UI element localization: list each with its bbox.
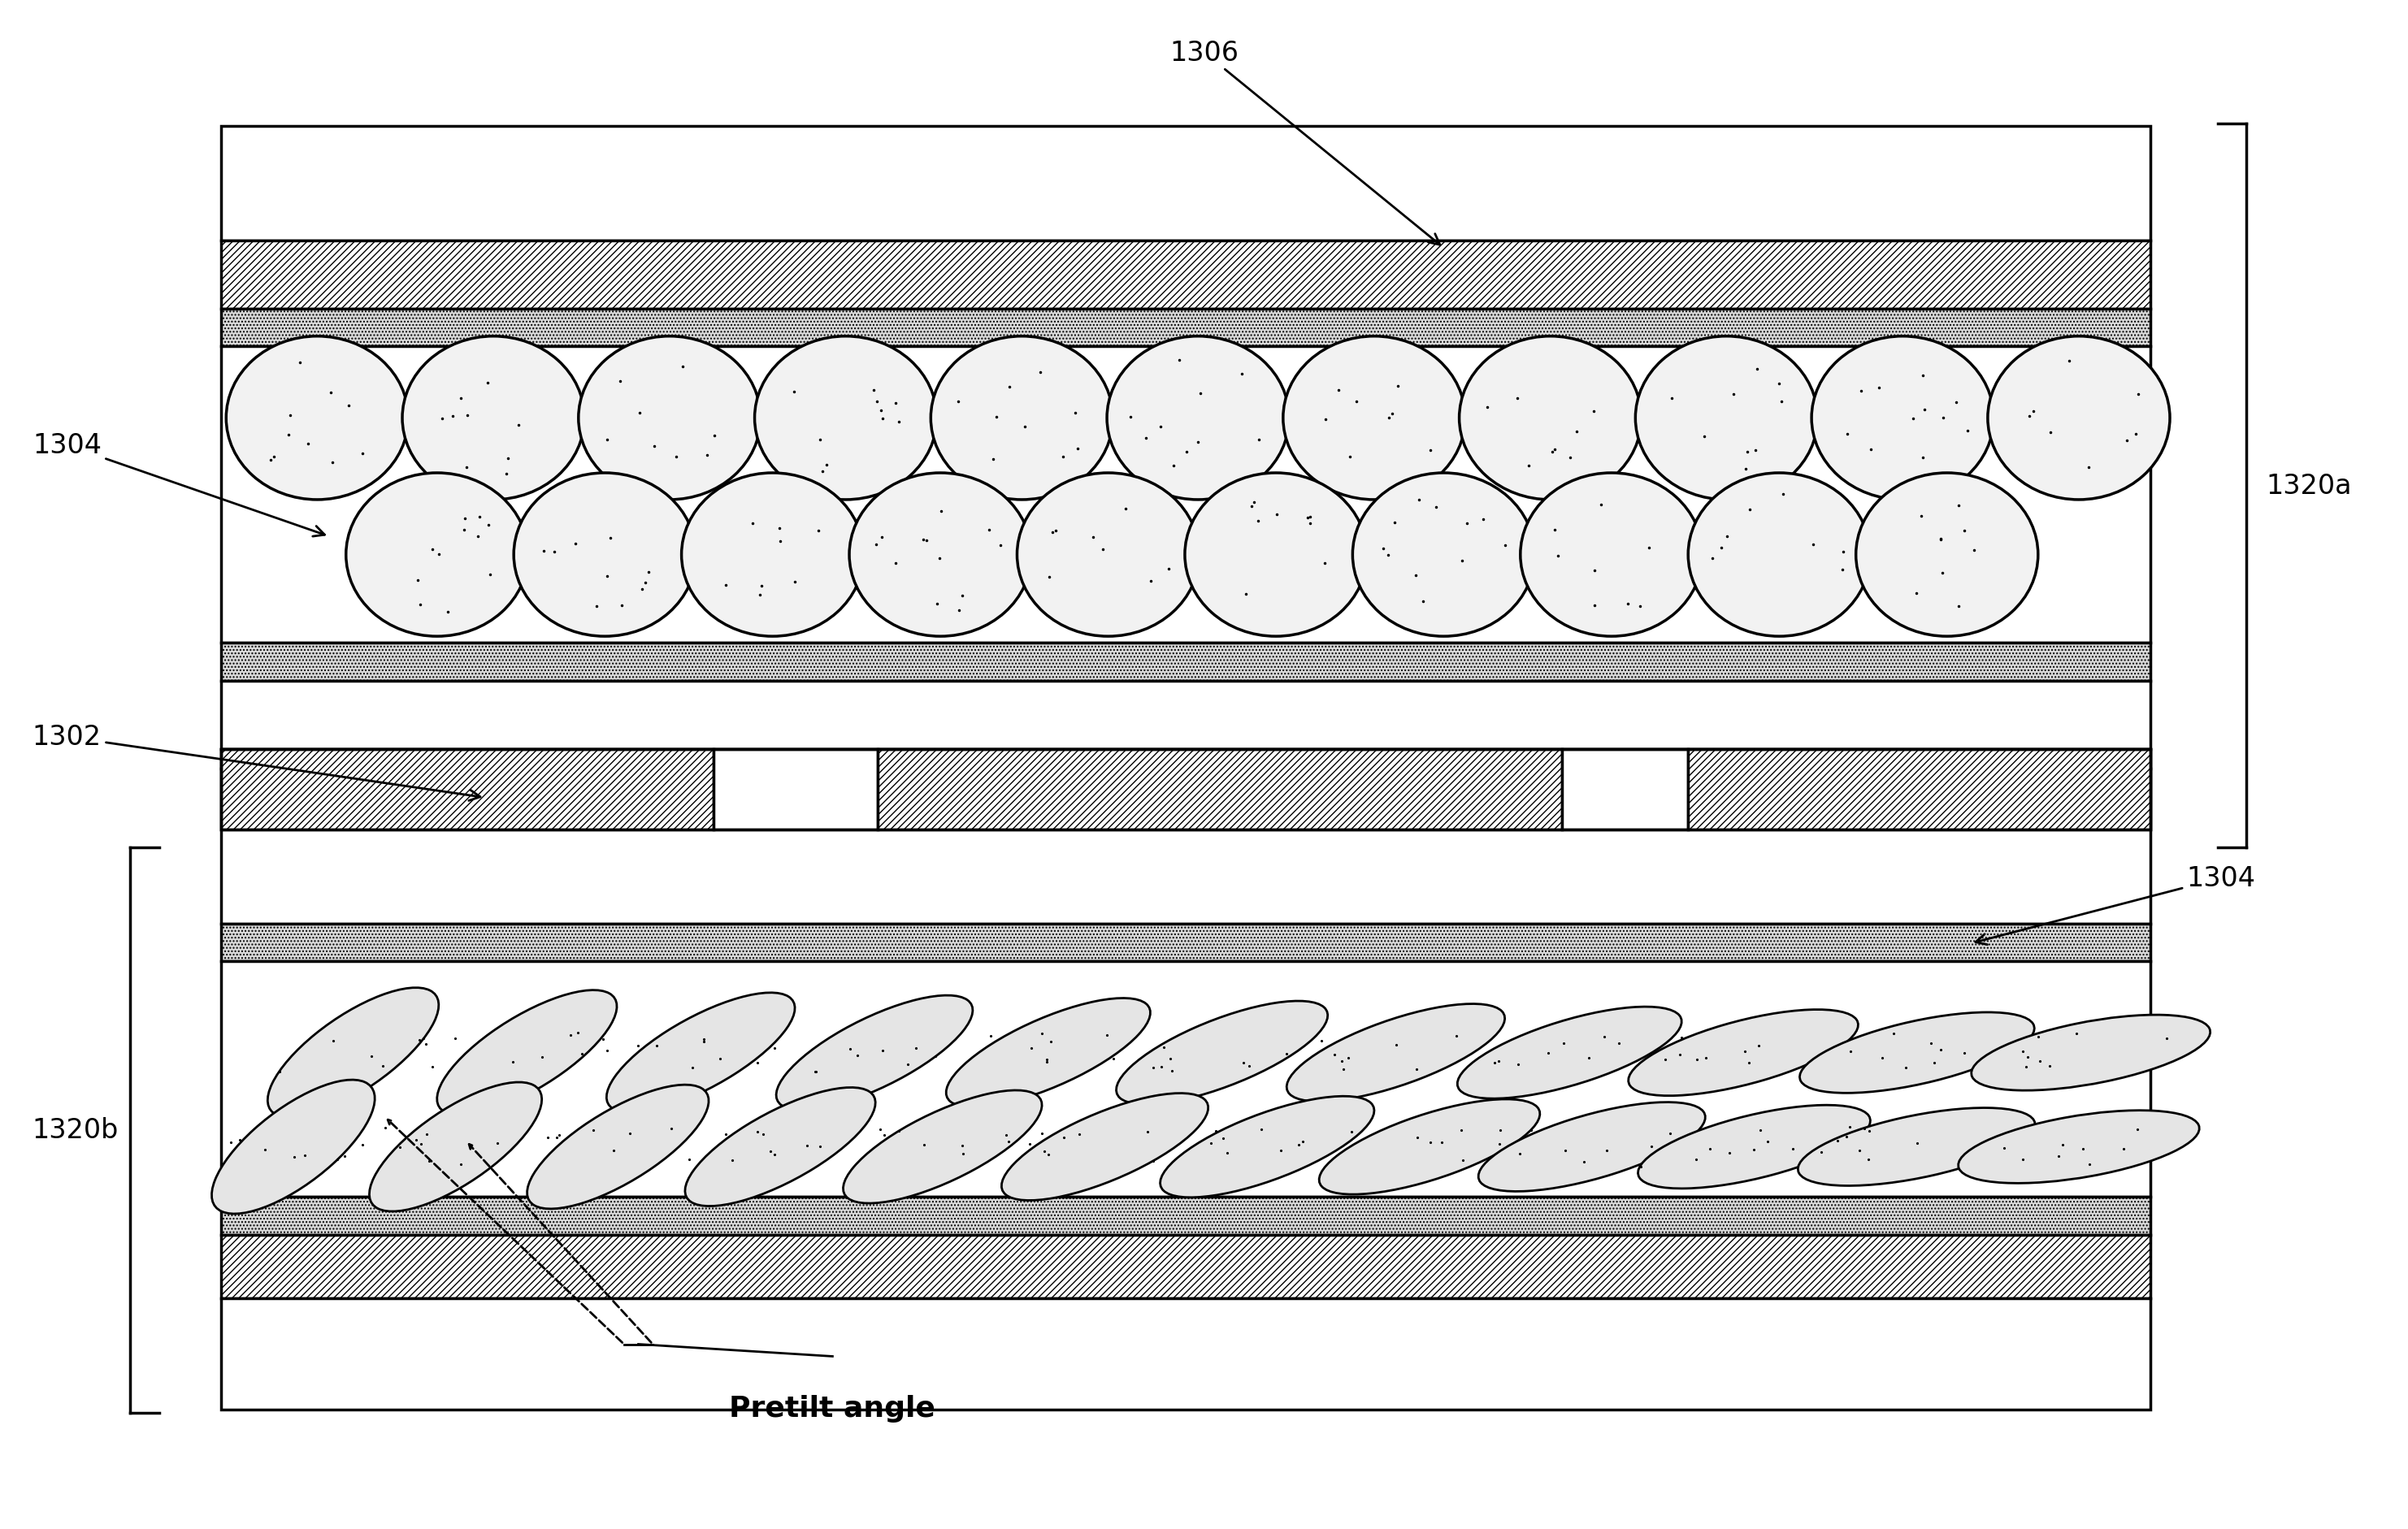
Bar bbox=[222, 962, 2150, 1197]
Ellipse shape bbox=[1857, 474, 2037, 636]
Ellipse shape bbox=[1002, 1093, 1209, 1200]
Text: 1304: 1304 bbox=[31, 433, 325, 537]
Bar bbox=[222, 749, 2150, 830]
Bar bbox=[222, 1235, 2150, 1298]
Text: 1302: 1302 bbox=[31, 723, 479, 801]
Ellipse shape bbox=[1811, 336, 1994, 500]
Bar bbox=[1563, 749, 1688, 830]
Ellipse shape bbox=[1161, 1096, 1375, 1197]
Bar bbox=[222, 924, 2150, 962]
Ellipse shape bbox=[1479, 1102, 1705, 1191]
Ellipse shape bbox=[681, 474, 864, 636]
Bar bbox=[222, 644, 2150, 680]
Bar bbox=[222, 1197, 2150, 1235]
Ellipse shape bbox=[843, 1090, 1043, 1203]
Bar bbox=[222, 749, 2150, 769]
Ellipse shape bbox=[1799, 1012, 2035, 1093]
Ellipse shape bbox=[1459, 336, 1642, 500]
Ellipse shape bbox=[1457, 1008, 1681, 1099]
Ellipse shape bbox=[1972, 1015, 2211, 1090]
Ellipse shape bbox=[607, 992, 795, 1113]
Ellipse shape bbox=[1320, 1099, 1539, 1194]
Bar bbox=[222, 1298, 2150, 1410]
Ellipse shape bbox=[1637, 1105, 1871, 1188]
Ellipse shape bbox=[754, 336, 937, 500]
Bar bbox=[222, 769, 2150, 924]
Ellipse shape bbox=[1958, 1110, 2199, 1183]
Bar bbox=[1688, 749, 2150, 830]
Bar bbox=[222, 309, 2150, 347]
Text: 1304: 1304 bbox=[1975, 865, 2256, 945]
Ellipse shape bbox=[436, 991, 616, 1115]
Ellipse shape bbox=[513, 474, 696, 636]
Ellipse shape bbox=[368, 1083, 542, 1211]
Ellipse shape bbox=[212, 1079, 376, 1214]
Ellipse shape bbox=[1185, 474, 1368, 636]
Ellipse shape bbox=[578, 336, 761, 500]
Bar bbox=[222, 347, 2150, 644]
Ellipse shape bbox=[226, 336, 409, 500]
Bar bbox=[222, 242, 2150, 309]
Ellipse shape bbox=[932, 336, 1112, 500]
Ellipse shape bbox=[267, 988, 438, 1118]
Ellipse shape bbox=[1688, 474, 1871, 636]
Text: 1320b: 1320b bbox=[31, 1116, 118, 1144]
Ellipse shape bbox=[1117, 1001, 1327, 1104]
Bar bbox=[713, 749, 877, 830]
Ellipse shape bbox=[775, 995, 973, 1110]
Bar bbox=[877, 749, 1563, 830]
Ellipse shape bbox=[1286, 1005, 1505, 1101]
Text: 1306: 1306 bbox=[1170, 40, 1440, 246]
Ellipse shape bbox=[1108, 336, 1288, 500]
Bar bbox=[222, 127, 2150, 242]
Ellipse shape bbox=[347, 474, 527, 636]
Text: 1320a: 1320a bbox=[2266, 472, 2353, 500]
Ellipse shape bbox=[1519, 474, 1702, 636]
Bar bbox=[222, 680, 2150, 749]
Ellipse shape bbox=[527, 1086, 708, 1209]
Ellipse shape bbox=[1353, 474, 1534, 636]
Ellipse shape bbox=[684, 1087, 877, 1206]
Ellipse shape bbox=[1016, 474, 1199, 636]
Ellipse shape bbox=[1635, 336, 1818, 500]
Ellipse shape bbox=[850, 474, 1031, 636]
Ellipse shape bbox=[1799, 1109, 2035, 1187]
Text: Pretilt angle: Pretilt angle bbox=[730, 1394, 937, 1422]
Bar bbox=[222, 749, 713, 830]
Ellipse shape bbox=[1987, 336, 2170, 500]
Ellipse shape bbox=[1628, 1009, 1859, 1096]
Ellipse shape bbox=[402, 336, 585, 500]
Ellipse shape bbox=[946, 998, 1151, 1107]
Ellipse shape bbox=[1283, 336, 1464, 500]
